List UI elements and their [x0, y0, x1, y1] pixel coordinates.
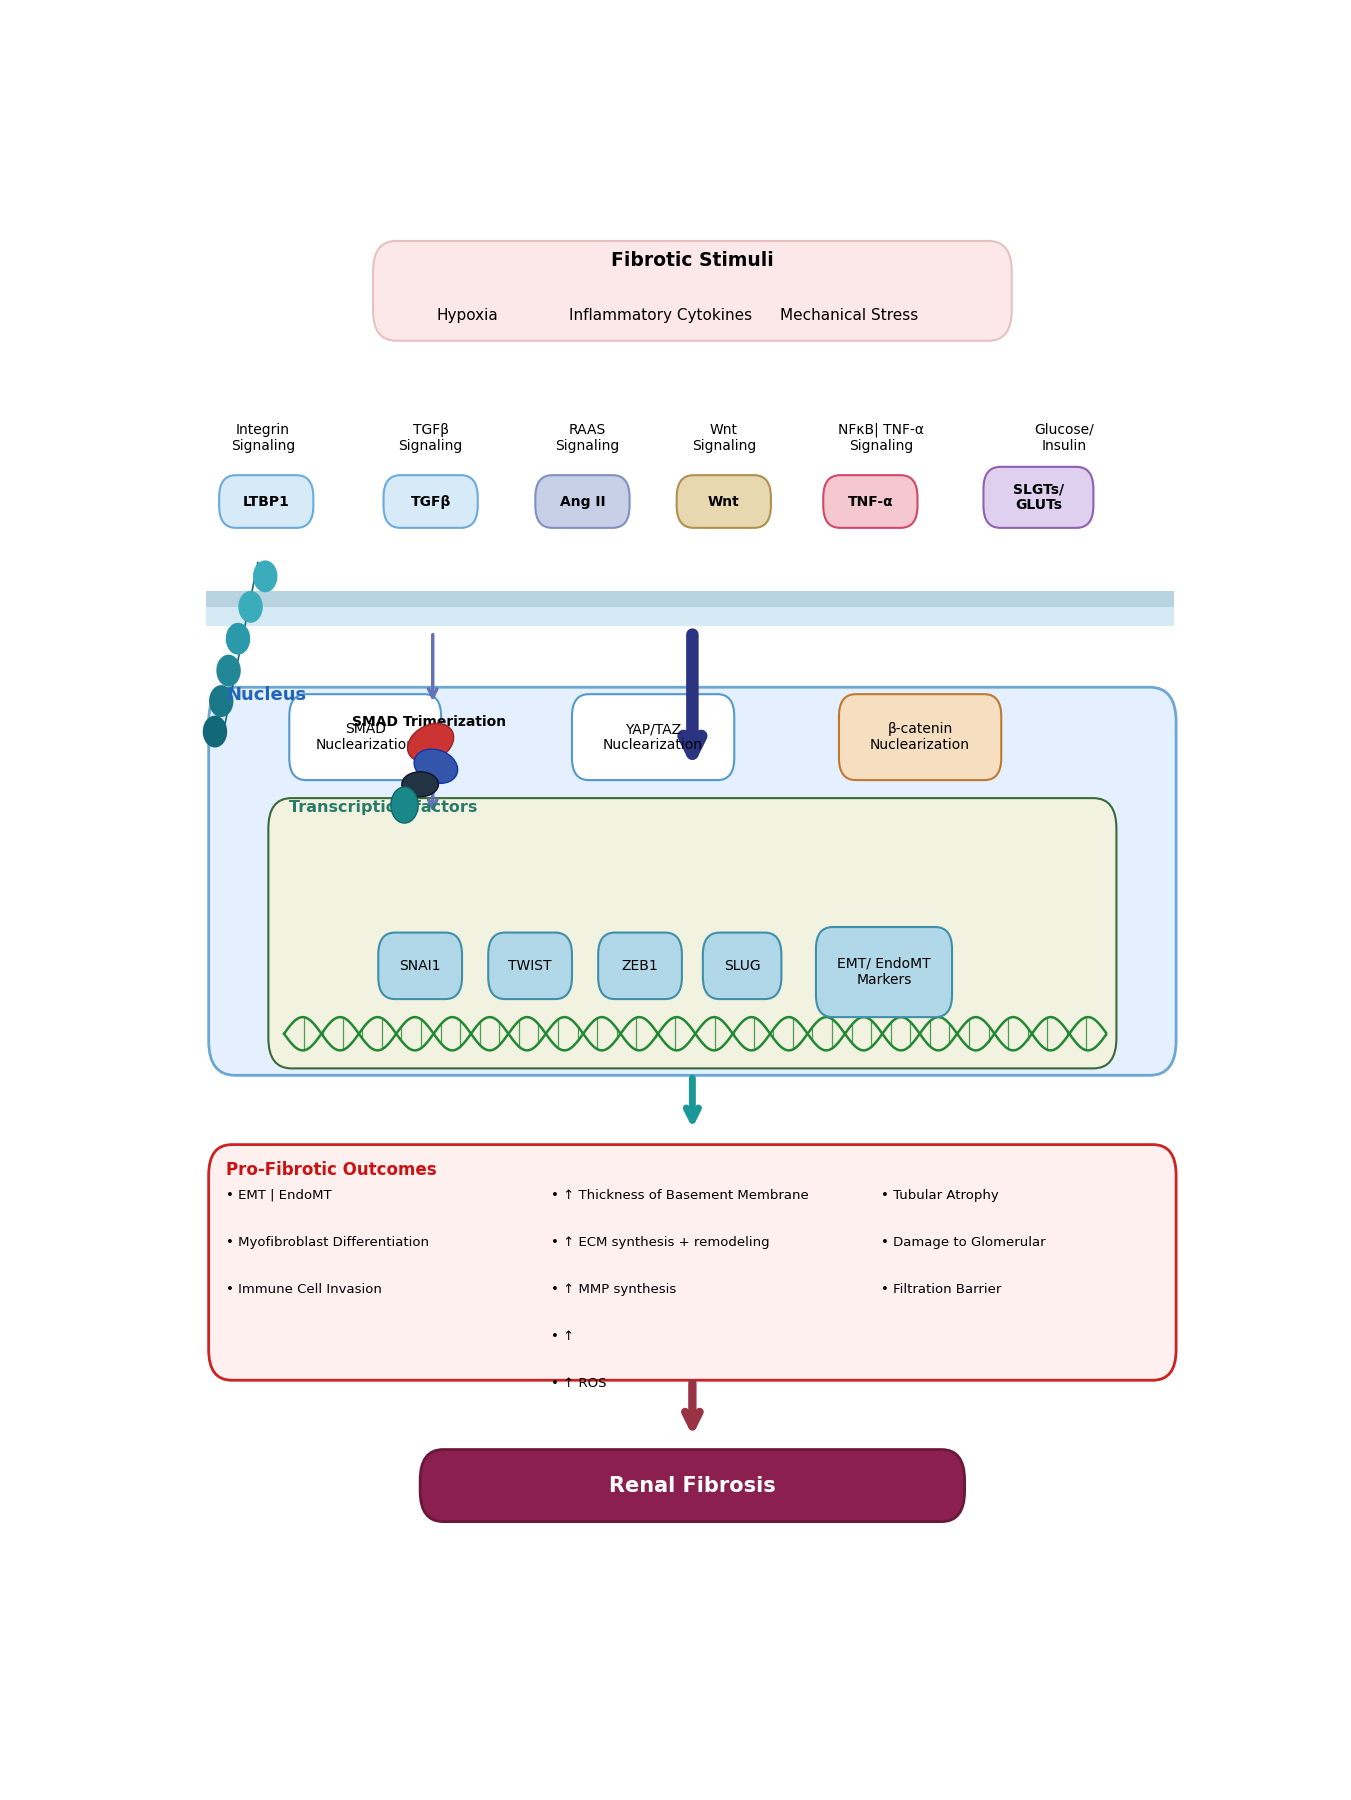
Text: • EMT | EndoMT: • EMT | EndoMT	[227, 1190, 332, 1202]
Text: • ↑ MMP synthesis: • ↑ MMP synthesis	[551, 1283, 677, 1296]
Text: Ang II: Ang II	[559, 495, 605, 509]
Text: • ↑: • ↑	[551, 1330, 574, 1343]
Text: β-catenin
Nuclearization: β-catenin Nuclearization	[870, 722, 970, 752]
Text: SMAD Trimerization: SMAD Trimerization	[353, 715, 507, 729]
Text: TGFβ
Signaling: TGFβ Signaling	[399, 423, 463, 454]
FancyBboxPatch shape	[839, 695, 1001, 779]
Text: TWIST: TWIST	[508, 959, 551, 972]
Text: • ↑ ROS: • ↑ ROS	[551, 1377, 607, 1390]
Text: Wnt: Wnt	[708, 495, 740, 509]
Text: NFκB| TNF-α
Signaling: NFκB| TNF-α Signaling	[838, 423, 924, 454]
Text: • Damage to Glomerular: • Damage to Glomerular	[881, 1237, 1046, 1249]
FancyBboxPatch shape	[289, 695, 440, 779]
Text: • Tubular Atrophy: • Tubular Atrophy	[881, 1190, 998, 1202]
Text: RAAS
Signaling: RAAS Signaling	[555, 423, 620, 454]
Text: Fibrotic Stimuli: Fibrotic Stimuli	[611, 252, 774, 270]
Text: ZEB1: ZEB1	[621, 959, 658, 972]
Text: Hypoxia: Hypoxia	[436, 308, 499, 324]
Text: SLUG: SLUG	[724, 959, 761, 972]
FancyBboxPatch shape	[703, 932, 781, 999]
Circle shape	[254, 562, 277, 592]
Circle shape	[204, 716, 227, 747]
Ellipse shape	[401, 772, 439, 797]
FancyBboxPatch shape	[677, 475, 771, 527]
Circle shape	[227, 623, 250, 653]
FancyBboxPatch shape	[571, 695, 735, 779]
Text: Transcription factors: Transcription factors	[289, 799, 478, 815]
Text: Glucose/
Insulin: Glucose/ Insulin	[1035, 423, 1094, 454]
FancyBboxPatch shape	[269, 797, 1116, 1069]
Text: Pro-Fibrotic Outcomes: Pro-Fibrotic Outcomes	[227, 1161, 438, 1179]
Text: Wnt
Signaling: Wnt Signaling	[692, 423, 757, 454]
Text: Renal Fibrosis: Renal Fibrosis	[609, 1476, 775, 1496]
Text: • Myofibroblast Differentiation: • Myofibroblast Differentiation	[227, 1237, 430, 1249]
Text: • Immune Cell Invasion: • Immune Cell Invasion	[227, 1283, 382, 1296]
FancyBboxPatch shape	[373, 241, 1012, 340]
FancyBboxPatch shape	[205, 590, 1174, 607]
Text: EMT/ EndoMT
Markers: EMT/ EndoMT Markers	[838, 958, 931, 986]
FancyBboxPatch shape	[598, 932, 682, 999]
FancyBboxPatch shape	[535, 475, 630, 527]
FancyBboxPatch shape	[823, 475, 917, 527]
FancyBboxPatch shape	[488, 932, 571, 999]
FancyBboxPatch shape	[219, 475, 313, 527]
Text: Inflammatory Cytokines: Inflammatory Cytokines	[569, 308, 753, 324]
Text: LTBP1: LTBP1	[243, 495, 289, 509]
Text: SNAI1: SNAI1	[400, 959, 440, 972]
Text: TNF-α: TNF-α	[847, 495, 893, 509]
Ellipse shape	[415, 749, 458, 783]
FancyBboxPatch shape	[378, 932, 462, 999]
Ellipse shape	[408, 724, 454, 761]
FancyBboxPatch shape	[208, 1145, 1177, 1381]
FancyBboxPatch shape	[205, 607, 1174, 626]
Text: Nucleus: Nucleus	[227, 686, 307, 704]
Text: • ↑ ECM synthesis + remodeling: • ↑ ECM synthesis + remodeling	[551, 1237, 770, 1249]
Text: TGFβ: TGFβ	[411, 495, 451, 509]
Text: SMAD
Nuclearization: SMAD Nuclearization	[315, 722, 415, 752]
Text: SLGTs/
GLUTs: SLGTs/ GLUTs	[1013, 482, 1065, 513]
FancyBboxPatch shape	[984, 466, 1093, 527]
Text: • Filtration Barrier: • Filtration Barrier	[881, 1283, 1001, 1296]
Text: • ↑ Thickness of Basement Membrane: • ↑ Thickness of Basement Membrane	[551, 1190, 809, 1202]
Text: Integrin
Signaling: Integrin Signaling	[231, 423, 296, 454]
Circle shape	[209, 686, 232, 716]
Circle shape	[239, 592, 262, 623]
FancyBboxPatch shape	[420, 1449, 965, 1521]
Circle shape	[218, 655, 240, 686]
FancyBboxPatch shape	[816, 927, 952, 1017]
FancyBboxPatch shape	[384, 475, 478, 527]
Text: Mechanical Stress: Mechanical Stress	[781, 308, 919, 324]
Text: YAP/TAZ
Nuclearization: YAP/TAZ Nuclearization	[603, 722, 703, 752]
Circle shape	[390, 787, 417, 823]
FancyBboxPatch shape	[208, 688, 1177, 1075]
